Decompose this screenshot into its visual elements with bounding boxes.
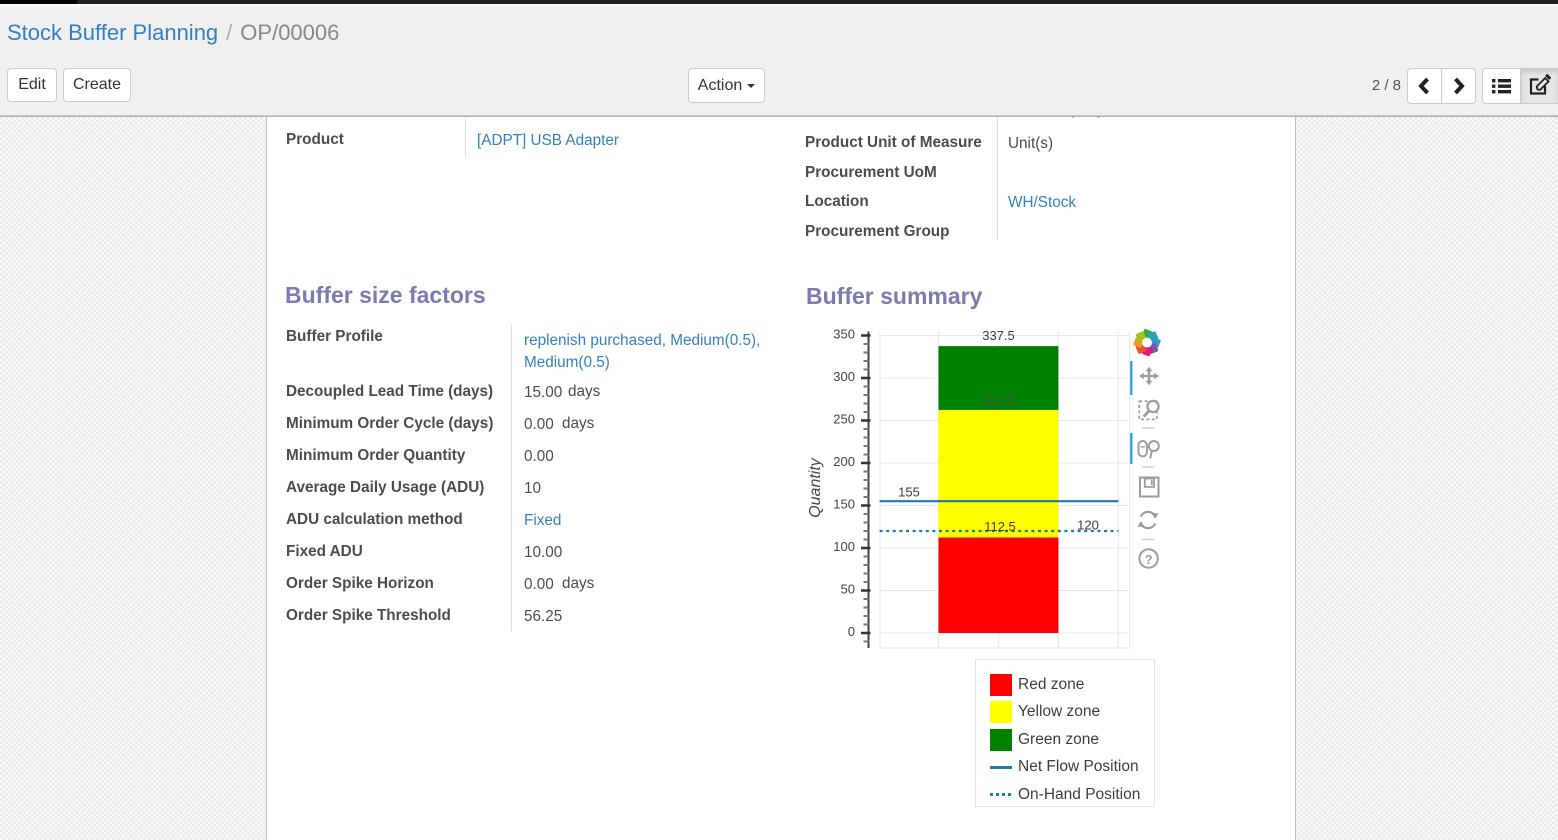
- svg-text:250: 250: [833, 412, 855, 427]
- svg-text:150: 150: [833, 497, 855, 512]
- svg-text:337.5: 337.5: [982, 328, 1015, 343]
- svg-text:100: 100: [833, 539, 855, 554]
- svg-text:155: 155: [898, 485, 920, 500]
- svg-text:300: 300: [833, 369, 855, 384]
- svg-text:350: 350: [833, 327, 855, 342]
- svg-text:200: 200: [833, 454, 855, 469]
- svg-text:50: 50: [841, 582, 855, 597]
- svg-text:120: 120: [1077, 518, 1099, 533]
- svg-text:Quantity: Quantity: [807, 457, 824, 518]
- svg-text:?: ?: [1145, 552, 1153, 567]
- svg-text:262.5: 262.5: [982, 393, 1015, 408]
- svg-text:112.5: 112.5: [984, 519, 1016, 534]
- svg-text:0: 0: [848, 624, 855, 639]
